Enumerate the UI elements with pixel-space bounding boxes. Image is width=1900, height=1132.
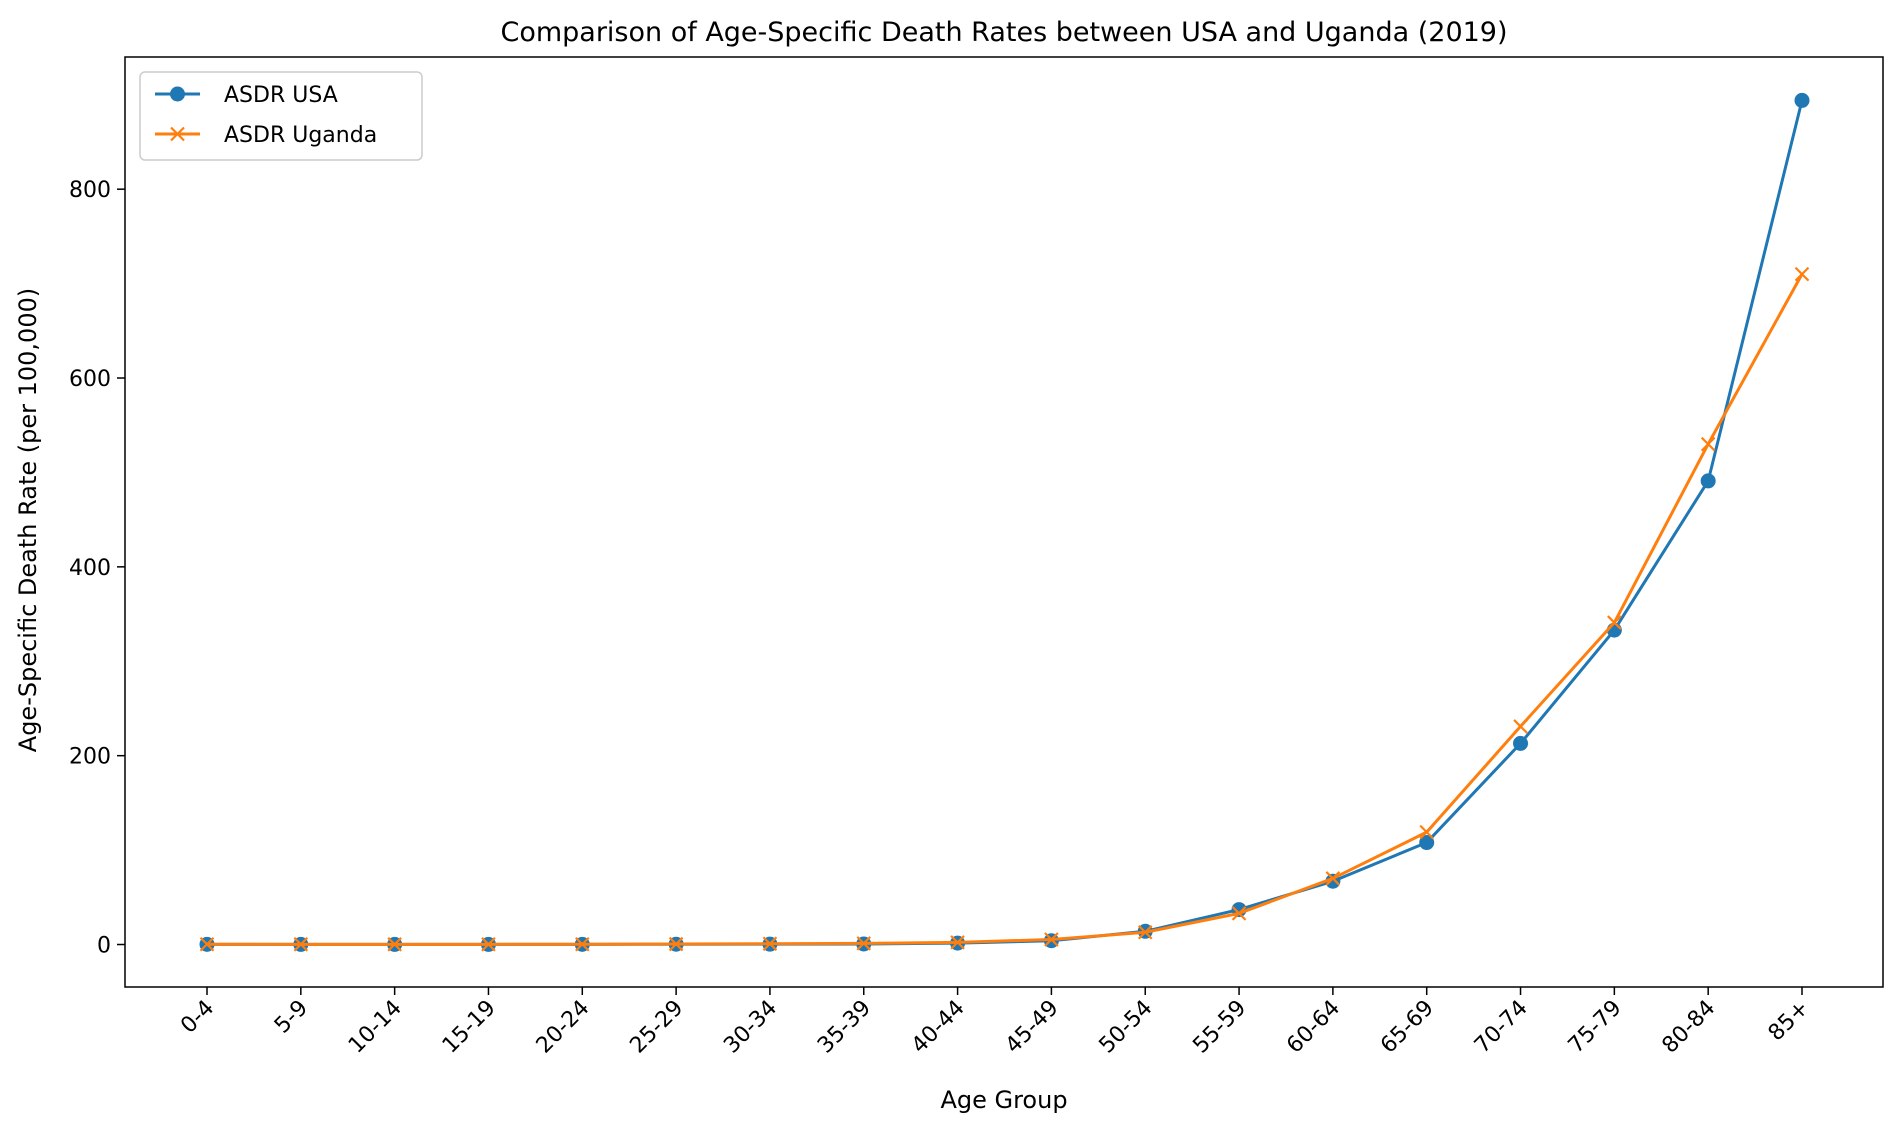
data-point <box>1137 924 1153 940</box>
legend-marker <box>170 126 185 142</box>
data-point <box>1794 266 1810 282</box>
series-layer <box>199 92 1810 952</box>
x-tick-label: 65-69 <box>1376 996 1439 1059</box>
x-tick-label: 10-14 <box>344 996 407 1059</box>
x-tick-label: 85+ <box>1764 996 1815 1047</box>
data-point <box>1700 473 1716 489</box>
data-point <box>199 936 215 952</box>
x-tick-label: 15-19 <box>438 996 501 1059</box>
data-point <box>387 937 402 952</box>
legend-label: ASDR USA <box>224 83 338 108</box>
data-point <box>1325 871 1341 886</box>
y-tick-label: 0 <box>97 934 111 959</box>
x-tick-label: 60-64 <box>1282 996 1345 1059</box>
legend-item: ASDR Uganda <box>155 123 377 148</box>
x-tick-label: 20-24 <box>532 996 595 1059</box>
x-tick-label: 0-4 <box>176 996 219 1039</box>
series-usa <box>199 92 1810 952</box>
x-tick-label: 80-84 <box>1658 996 1721 1059</box>
data-point <box>1044 932 1059 947</box>
x-tick-label: 40-44 <box>907 996 970 1059</box>
data-point <box>950 935 965 950</box>
y-tick-label: 400 <box>69 556 111 581</box>
legend-marker <box>170 86 185 102</box>
legend-label: ASDR Uganda <box>224 123 377 148</box>
x-tick-label: 5-9 <box>270 996 313 1039</box>
data-point <box>1231 906 1247 921</box>
data-point <box>668 936 684 952</box>
data-point <box>856 936 872 951</box>
data-point <box>1419 824 1434 840</box>
series-line <box>206 273 1804 946</box>
x-axis-label: Age Group <box>940 1086 1067 1114</box>
y-tick-label: 200 <box>69 745 111 770</box>
data-point <box>762 936 778 952</box>
data-point <box>1513 719 1528 734</box>
series-line <box>206 100 1804 946</box>
x-tick-label: 35-39 <box>813 996 876 1059</box>
legend-box <box>139 71 423 161</box>
legend-item: ASDR USA <box>155 83 338 108</box>
data-point <box>1607 615 1622 630</box>
x-tick-label: 25-29 <box>625 996 688 1059</box>
data-point <box>1513 735 1529 751</box>
plot-frame <box>124 56 1884 988</box>
data-point <box>1419 835 1435 851</box>
series-uganda <box>199 266 1810 952</box>
x-tick-label: 50-54 <box>1095 996 1158 1059</box>
x-tick-label: 55-59 <box>1188 996 1251 1059</box>
data-point <box>575 936 590 952</box>
y-axis-label: Age-Specific Death Rate (per 100,000) <box>14 288 42 752</box>
data-point <box>481 937 496 952</box>
legend: ASDR USA ASDR Uganda <box>139 71 423 161</box>
axis-ticks: 0 200 400 600 800 0-4 5-9 10-14 15-19 20-24 25-29 3… <box>69 178 1814 1058</box>
data-point <box>1700 436 1716 452</box>
data-point <box>293 937 309 952</box>
y-tick-label: 600 <box>69 367 111 392</box>
x-tick-label: 70-74 <box>1470 996 1533 1059</box>
x-tick-label: 30-34 <box>719 996 782 1059</box>
x-tick-label: 75-79 <box>1564 996 1627 1059</box>
data-point <box>1794 92 1810 108</box>
x-tick-label: 45-49 <box>1001 996 1064 1059</box>
y-tick-label: 800 <box>69 178 111 203</box>
chart-title: Comparison of Age-Specific Death Rates b… <box>500 17 1507 48</box>
